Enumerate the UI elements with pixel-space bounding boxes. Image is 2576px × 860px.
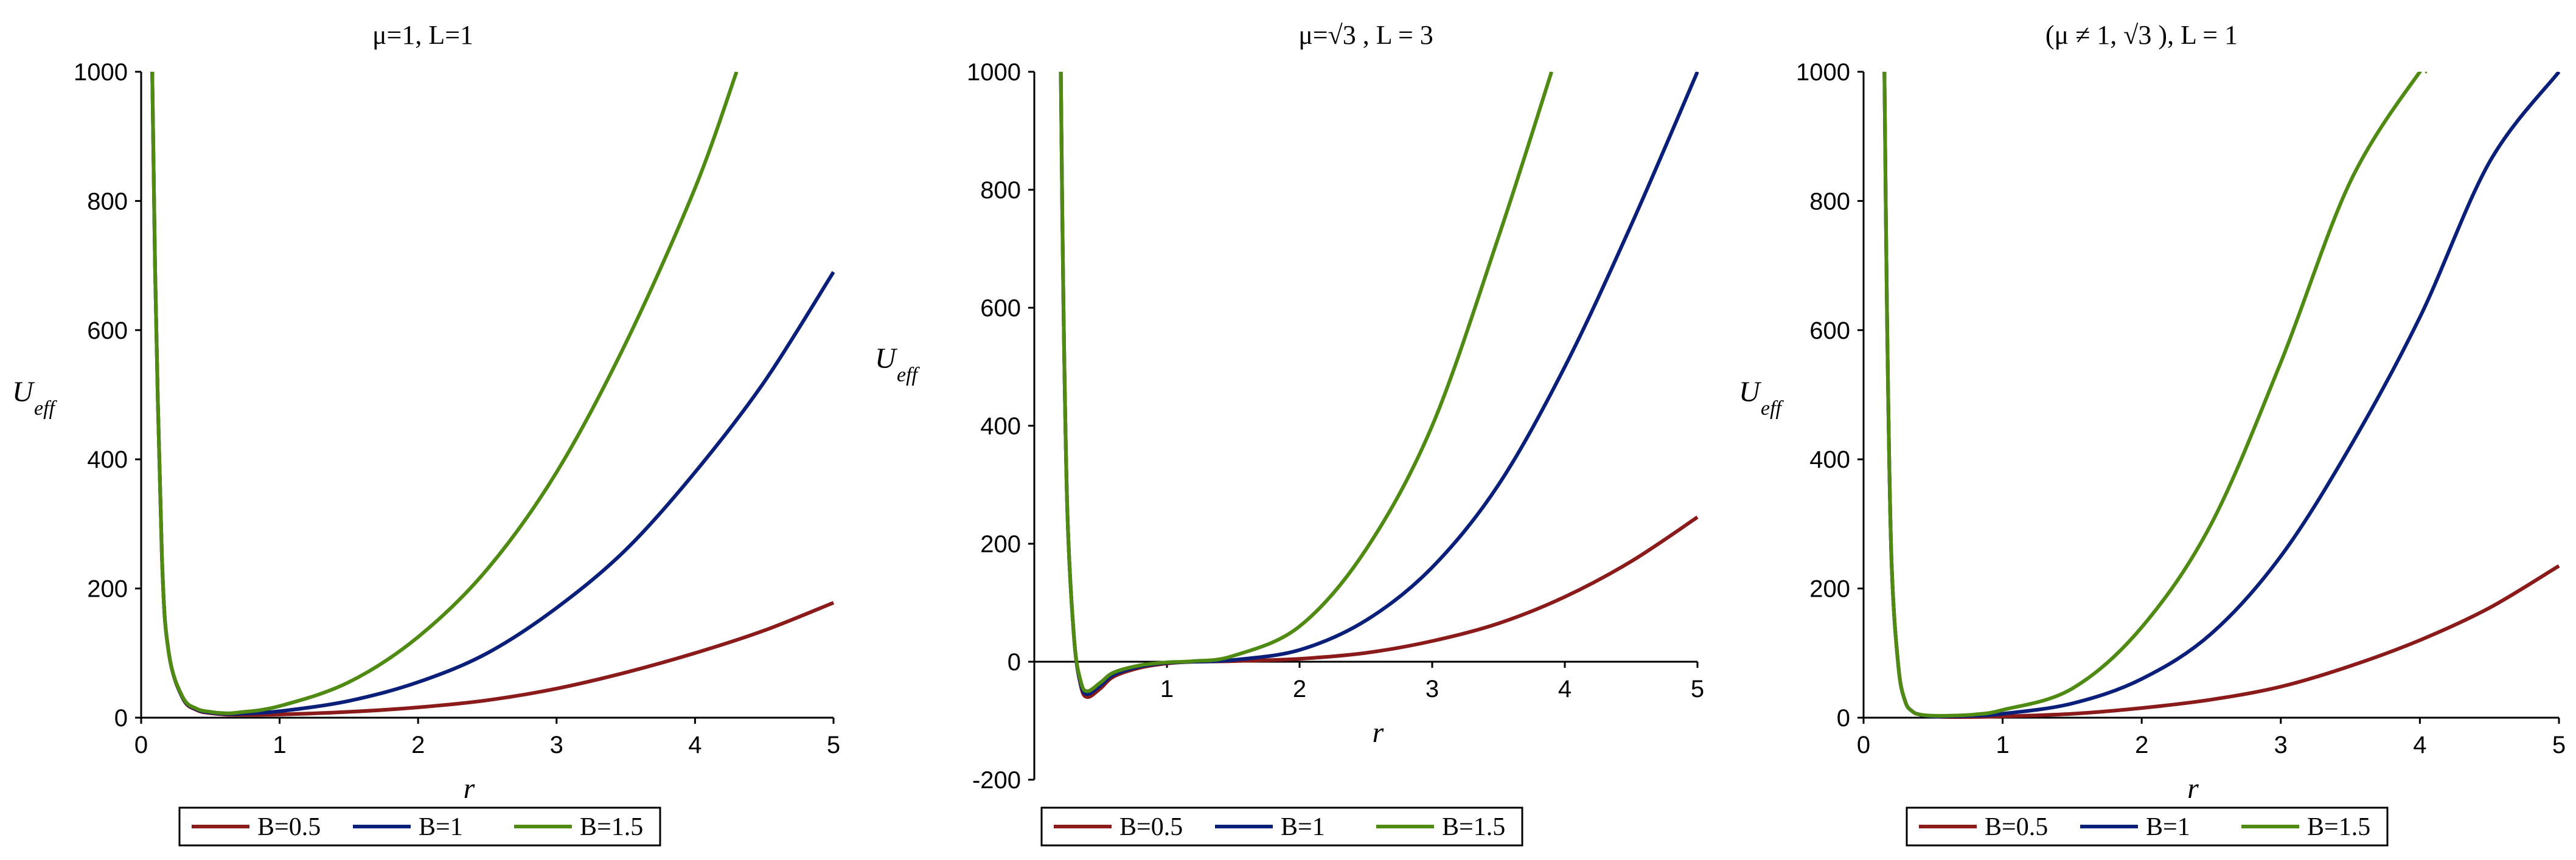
- x-tick-label: 0: [134, 732, 148, 758]
- y-tick-label: 800: [1809, 188, 1850, 215]
- series-group: [1882, 72, 2560, 719]
- y-tick-label: 200: [1809, 576, 1850, 603]
- x-axis-title: r: [1373, 716, 1384, 749]
- y-tick-label: 1000: [74, 59, 128, 86]
- legend: B=0.5 B=1 B=1.5: [1906, 806, 2389, 847]
- x-tick-label: 4: [688, 732, 701, 758]
- series-line-B-1_5: [1882, 72, 2429, 718]
- legend-label: B=1: [419, 813, 463, 841]
- chart-panel-2: μ=√3 , L = 3 1 2 3 4 5 -200 0 200 400 600 800 1000 r U…: [875, 20, 1704, 847]
- x-axis-title: r: [464, 772, 475, 805]
- y-axis-title: U: [12, 376, 35, 408]
- x-tick-label: 1: [273, 732, 286, 758]
- series-group: [1059, 72, 1699, 699]
- x-tick-label: 1: [1160, 676, 1174, 702]
- y-tick-label: 200: [980, 531, 1021, 558]
- legend-label: B=1: [2146, 813, 2190, 841]
- legend: B=0.5 B=1 B=1.5: [178, 806, 661, 847]
- y-axis-title: U: [1739, 376, 1762, 408]
- x-tick-label: 3: [2274, 732, 2288, 758]
- x-axis-title: r: [2187, 772, 2199, 805]
- x-tick-label: 2: [1293, 676, 1306, 702]
- y-tick-label: 400: [87, 446, 128, 473]
- y-tick-label: 200: [87, 576, 128, 603]
- series-line-B-0_5: [1882, 72, 2560, 719]
- y-tick-label: 0: [1837, 705, 1850, 732]
- series-line-B-1_5: [1059, 72, 1554, 693]
- y-tick-label: 1000: [1796, 59, 1850, 86]
- y-tick-label: 800: [980, 177, 1021, 204]
- x-tick-label: 0: [1857, 732, 1870, 758]
- y-tick-label: 600: [87, 317, 128, 344]
- y-tick-label: 0: [1008, 649, 1021, 676]
- legend-box: [1040, 806, 1523, 847]
- legend-label: B=1.5: [2307, 813, 2370, 841]
- legend-label: B=0.5: [1119, 813, 1183, 841]
- x-tick-label: 3: [550, 732, 563, 758]
- chart-panel-3: (μ ≠ 1, √3 ), L = 1 0 1 2 3 4 5 0 200 400 600 800 10…: [1739, 20, 2566, 847]
- y-tick-label: -200: [972, 767, 1021, 794]
- x-tick-label: 5: [827, 732, 840, 758]
- legend-box: [1906, 806, 2389, 847]
- y-tick-label: 600: [980, 295, 1021, 322]
- series-group: [150, 72, 835, 717]
- series-line-B-0_5: [1059, 72, 1699, 699]
- x-tick-label: 4: [1558, 676, 1572, 702]
- x-tick-label: 3: [1426, 676, 1439, 702]
- y-axis-title-subscript: eff: [34, 397, 58, 420]
- y-tick-label: 800: [87, 188, 128, 215]
- chart-title: μ=√3 , L = 3: [1298, 20, 1433, 50]
- chart-title: (μ ≠ 1, √3 ), L = 1: [2045, 20, 2238, 50]
- x-tick-label: 2: [2135, 732, 2148, 758]
- series-line-B-0_5: [150, 72, 835, 717]
- legend-label: B=0.5: [1985, 813, 2048, 841]
- legend-label: B=0.5: [257, 813, 321, 841]
- chart-title: μ=1, L=1: [372, 20, 473, 50]
- y-tick-label: 400: [1809, 446, 1850, 473]
- x-tick-label: 5: [2552, 732, 2566, 758]
- y-tick-label: 600: [1809, 317, 1850, 344]
- y-tick-label: 400: [980, 413, 1021, 440]
- legend-box: [178, 806, 661, 847]
- legend-label: B=1.5: [580, 813, 643, 841]
- y-axis-title-subscript: eff: [1761, 397, 1784, 420]
- y-axis-title-subscript: eff: [897, 364, 921, 386]
- series-line-B-1_5: [150, 72, 739, 715]
- series-line-B-1: [1882, 72, 2560, 719]
- legend-label: B=1.5: [1442, 813, 1505, 841]
- legend: B=0.5 B=1 B=1.5: [1040, 806, 1523, 847]
- y-axis-title: U: [875, 342, 898, 375]
- x-tick-label: 2: [411, 732, 425, 758]
- legend-label: B=1: [1281, 813, 1325, 841]
- x-tick-label: 5: [1691, 676, 1704, 702]
- series-line-B-1: [150, 72, 835, 716]
- y-tick-label: 1000: [967, 59, 1021, 86]
- series-line-B-1: [1059, 72, 1699, 696]
- x-tick-label: 4: [2413, 732, 2426, 758]
- y-tick-label: 0: [114, 705, 128, 732]
- x-tick-label: 1: [1996, 732, 2009, 758]
